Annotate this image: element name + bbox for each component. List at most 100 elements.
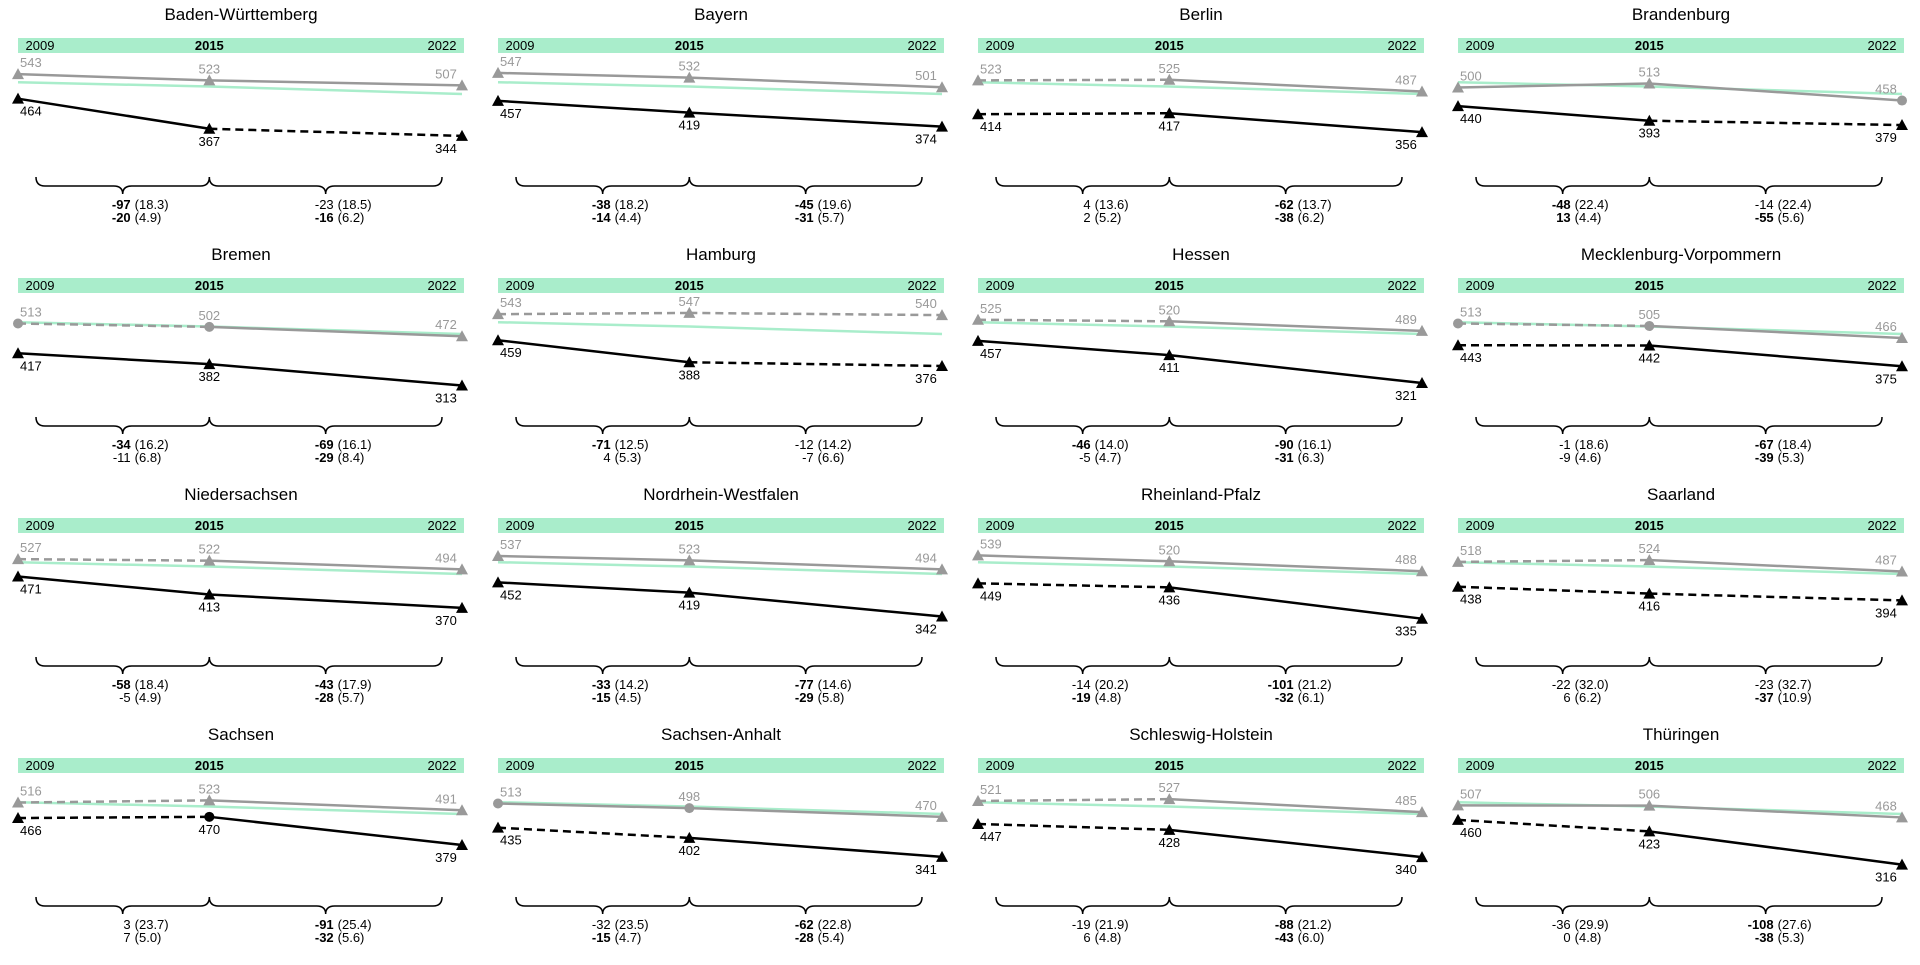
panel-title: Mecklenburg-Vorpommern [1581,245,1781,264]
panel-title: Hessen [1172,245,1230,264]
data-label-grey: 507 [1460,786,1482,801]
data-label-grey: 523 [198,781,220,796]
year-label-mid: 2015 [195,278,224,293]
data-label-black: 413 [198,599,220,614]
year-band [18,278,464,293]
diff-value: -7 [802,450,814,465]
data-label-black: 370 [435,613,457,628]
diff-se: (6.2) [338,210,365,225]
data-label-black: 321 [1395,388,1417,403]
series-segment-grey [18,800,209,802]
period-brace [36,177,209,194]
data-label-black: 411 [1159,360,1180,375]
diff-value: -16 [315,210,334,225]
diff-value: 0 [1563,930,1570,945]
year-label-start: 2009 [506,518,535,533]
series-segment-black [498,340,689,362]
diff-value: -31 [795,210,814,225]
data-label-grey: 513 [500,784,522,799]
series-segment-black [1458,106,1649,121]
period-brace [209,657,442,674]
year-label-start: 2009 [26,758,55,773]
year-label-mid: 2015 [1635,278,1664,293]
period-brace [996,657,1169,674]
period-brace [516,657,689,674]
data-label-black: 379 [435,850,457,865]
year-label-end: 2022 [908,278,937,293]
period-brace [1169,177,1402,194]
year-label-mid: 2015 [1155,758,1184,773]
data-label-grey: 472 [435,317,457,332]
data-point-grey [1644,321,1654,331]
data-label-black: 340 [1395,862,1417,877]
year-label-mid: 2015 [1155,518,1184,533]
data-label-grey: 513 [1638,64,1660,79]
data-label-grey: 466 [1875,319,1897,334]
panel-title: Baden-Württemberg [164,5,317,24]
diff-se: (6.3) [1298,450,1325,465]
year-label-mid: 2015 [1635,518,1664,533]
data-label-grey: 487 [1395,73,1417,88]
year-band [498,758,944,773]
data-label-black: 388 [678,367,700,382]
series-segment-grey [209,327,462,336]
year-label-end: 2022 [1388,758,1417,773]
year-label-start: 2009 [506,38,535,53]
diff-value: -9 [1559,450,1571,465]
diff-se: (5.3) [615,450,642,465]
year-band [18,38,464,53]
diff-value: 6 [1563,690,1570,705]
data-label-black: 470 [198,822,220,837]
diff-value: -55 [1755,210,1774,225]
year-label-start: 2009 [986,518,1015,533]
year-label-end: 2022 [428,38,457,53]
data-label-black: 428 [1158,835,1180,850]
diff-value: -15 [592,930,611,945]
period-brace [996,897,1169,914]
period-brace [1649,177,1882,194]
diff-se: (5.6) [338,930,365,945]
diff-value: -11 [113,450,131,465]
series-segment-black [1458,587,1649,594]
data-label-grey: 518 [1460,543,1482,558]
year-label-start: 2009 [986,38,1015,53]
year-label-start: 2009 [986,278,1015,293]
data-label-black: 414 [980,119,1002,134]
year-label-mid: 2015 [1155,278,1184,293]
diff-value: -5 [1079,450,1091,465]
data-label-grey: 500 [1460,69,1482,84]
diff-se: (4.6) [1575,450,1602,465]
data-label-black: 376 [915,371,937,386]
series-segment-black [1169,113,1422,132]
diff-value: 4 [603,450,610,465]
diff-value: -43 [1275,930,1294,945]
series-segment-black [18,99,209,129]
year-label-end: 2022 [1868,38,1897,53]
year-band [498,518,944,533]
diff-value: -31 [1275,450,1294,465]
year-label-start: 2009 [26,278,55,293]
data-label-grey: 520 [1158,302,1180,317]
data-label-black: 402 [678,843,700,858]
period-brace [1649,417,1882,434]
data-label-black: 447 [980,829,1002,844]
data-label-black: 342 [915,622,937,637]
diff-se: (4.9) [135,690,162,705]
series-segment-black [18,577,209,595]
year-label-start: 2009 [506,278,535,293]
diff-se: (10.9) [1778,690,1812,705]
data-label-black: 394 [1875,605,1897,620]
panel-title: Schleswig-Holstein [1129,725,1273,744]
data-label-grey: 468 [1875,798,1897,813]
data-label-grey: 487 [1875,553,1897,568]
year-band [978,38,1424,53]
data-label-black: 417 [1158,118,1180,133]
period-brace [36,897,209,914]
diff-value: -19 [1072,690,1091,705]
data-label-black: 344 [435,141,457,156]
